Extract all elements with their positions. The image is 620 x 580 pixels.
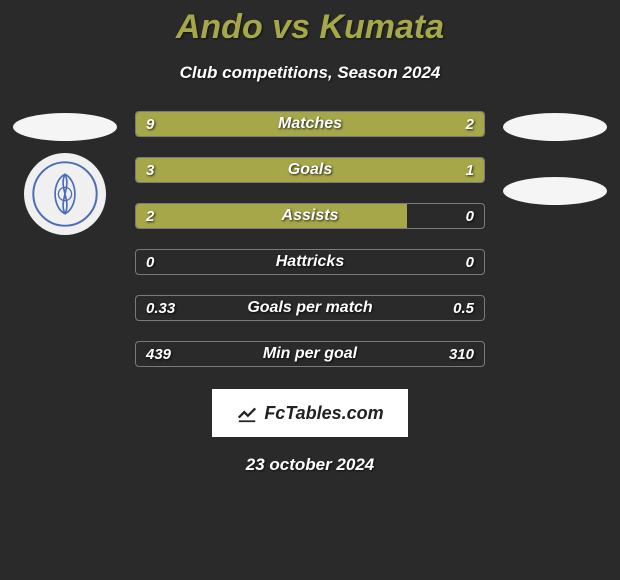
stat-value-left: 2 — [146, 204, 154, 228]
right-player-col — [503, 111, 607, 205]
stat-value-right: 0 — [466, 250, 474, 274]
stat-row: 20Assists — [135, 203, 485, 229]
bar-fill-left — [136, 204, 407, 228]
club-crest-icon — [32, 161, 98, 227]
brand-logo: FcTables.com — [212, 389, 408, 437]
player-oval-right-1 — [503, 113, 607, 141]
player-oval-right-2 — [503, 177, 607, 205]
chart-icon — [236, 402, 258, 424]
stat-value-right: 0.5 — [453, 296, 474, 320]
player-oval-left — [13, 113, 117, 141]
stat-row: 92Matches — [135, 111, 485, 137]
stat-bars: 92Matches31Goals20Assists00Hattricks0.33… — [135, 111, 485, 367]
stat-value-right: 1 — [466, 158, 474, 182]
stat-row: 0 0Hattricks — [135, 249, 485, 275]
stat-row: 31Goals — [135, 157, 485, 183]
stat-value-left: 439 — [146, 342, 171, 366]
stat-label: Goals per match — [136, 296, 484, 320]
club-badge-left — [24, 153, 106, 235]
stat-row: 0.33 0.5Goals per match — [135, 295, 485, 321]
bar-fill-left — [136, 112, 407, 136]
brand-text: FcTables.com — [264, 403, 383, 424]
stat-value-left: 0 — [146, 250, 154, 274]
stat-value-left: 9 — [146, 112, 154, 136]
subtitle: Club competitions, Season 2024 — [0, 63, 620, 83]
comparison-row: 92Matches31Goals20Assists00Hattricks0.33… — [0, 111, 620, 367]
bar-fill-left — [136, 158, 387, 182]
left-player-col — [13, 111, 117, 235]
page-title: Ando vs Kumata — [0, 8, 620, 47]
stat-value-right: 0 — [466, 204, 474, 228]
stat-value-left: 0.33 — [146, 296, 175, 320]
stat-value-right: 2 — [466, 112, 474, 136]
stat-row: 439 310Min per goal — [135, 341, 485, 367]
stat-value-left: 3 — [146, 158, 154, 182]
footer-date: 23 october 2024 — [0, 455, 620, 475]
root: Ando vs Kumata Club competitions, Season… — [0, 0, 620, 475]
stat-label: Hattricks — [136, 250, 484, 274]
stat-label: Min per goal — [136, 342, 484, 366]
stat-value-right: 310 — [449, 342, 474, 366]
